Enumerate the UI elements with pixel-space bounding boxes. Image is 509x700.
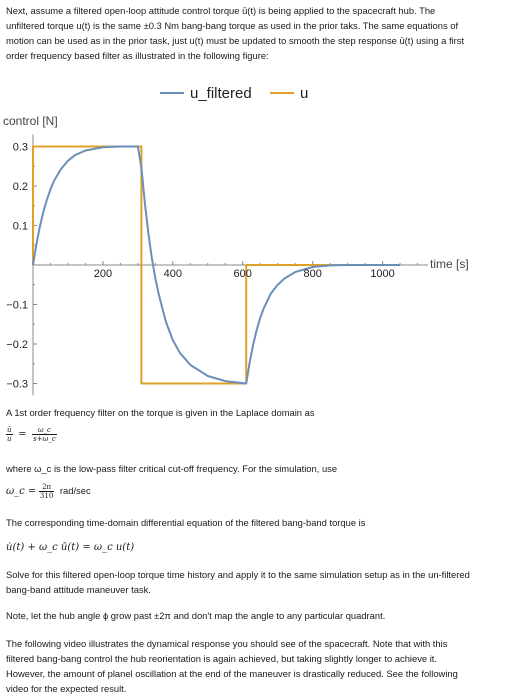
filter-intro: A 1st order frequency filter on the torq… xyxy=(6,407,315,418)
y-tick-label: −0.1 xyxy=(6,300,28,312)
y-tick-label: 0.3 xyxy=(13,142,28,154)
y-tick-label: 0.2 xyxy=(13,181,28,193)
x-axis-label: time [s] xyxy=(430,257,469,271)
cutoff-numerator: 2π xyxy=(38,483,55,493)
cutoff-unit: rad/sec xyxy=(59,485,91,496)
cutoff-denominator: 310 xyxy=(39,492,54,501)
filter-equals: = xyxy=(18,429,27,440)
cutoff-equation: ω_c = 2π 310 rad/sec xyxy=(6,483,504,500)
x-tick-label: 200 xyxy=(94,268,112,280)
legend-label: u_filtered xyxy=(190,85,252,102)
ode-intro: The corresponding time-domain differenti… xyxy=(6,517,366,528)
filter-lhs-denominator: u xyxy=(7,435,12,444)
filter-lhs-numerator: ū xyxy=(6,426,13,436)
x-tick-label: 600 xyxy=(234,268,252,280)
chart-tick-labels: 200 400 600 800 1000 −0.3 −0.2 −0.1 0.1 0.2 0.3 xyxy=(6,142,395,391)
filter-equation: ū u = ω_c s+ω_c xyxy=(6,426,504,443)
video-line-1: The following video illustrates the dyna… xyxy=(6,638,448,649)
filter-lhs-fraction: ū u xyxy=(6,426,13,443)
solve-paragraph: Solve for this filtered open-loop torque… xyxy=(6,567,504,597)
legend-item-u-filtered: u_filtered xyxy=(160,85,252,102)
intro-line-4: order frequency based filter as illustra… xyxy=(6,50,269,61)
note-paragraph: Note, let the hub angle ϕ grow past ±2π … xyxy=(6,610,386,621)
y-axis-label: control [N] xyxy=(3,114,58,128)
legend-label: u xyxy=(300,85,308,102)
filter-rhs-numerator: ω_c xyxy=(32,426,57,436)
ode-equation: u̇(t) + ω_c ū(t) = ω_c u(t) xyxy=(6,542,135,553)
y-tick-label: −0.2 xyxy=(6,339,28,351)
video-paragraph: The following video illustrates the dyna… xyxy=(6,636,504,696)
video-line-2: filtered bang-bang control the hub reori… xyxy=(6,653,438,664)
cutoff-fraction: 2π 310 xyxy=(38,483,55,501)
intro-line-2: unfiltered torque u(t) is the same ±0.3 … xyxy=(6,20,459,31)
video-line-4: video for the expected result. xyxy=(6,683,127,694)
chart-legend: u_filtered u xyxy=(160,85,308,102)
cutoff-lhs: ω_c = xyxy=(6,486,37,497)
y-tick-label: 0.1 xyxy=(13,221,28,233)
filter-rhs-denominator: s+ω_c xyxy=(33,435,56,444)
chart-series-layer xyxy=(32,145,400,385)
control-torque-chart: u_filtered u control [N] 200 400 600 800 1000… xyxy=(3,85,469,396)
solve-line-2: bang-band attitude maneuver task. xyxy=(6,584,151,595)
x-tick-label: 800 xyxy=(303,268,321,280)
series-line-u-filtered xyxy=(32,145,400,385)
filter-rhs-fraction: ω_c s+ω_c xyxy=(32,426,57,443)
intro-line-1: Next, assume a filtered open-loop attitu… xyxy=(6,5,436,16)
y-tick-label: −0.3 xyxy=(6,379,28,391)
cutoff-description: where ω_c is the low-pass filter critica… xyxy=(6,463,338,474)
solve-line-1: Solve for this filtered open-loop torque… xyxy=(6,569,470,580)
legend-item-u: u xyxy=(270,85,308,102)
video-line-3: However, the amount of planel oscillatio… xyxy=(6,668,458,679)
intro-line-3: motion can be used as in the prior task,… xyxy=(6,35,465,46)
series-line-u xyxy=(32,145,400,385)
x-tick-label: 1000 xyxy=(370,268,394,280)
intro-paragraph: Next, assume a filtered open-loop attitu… xyxy=(6,3,504,63)
x-tick-label: 400 xyxy=(164,268,182,280)
